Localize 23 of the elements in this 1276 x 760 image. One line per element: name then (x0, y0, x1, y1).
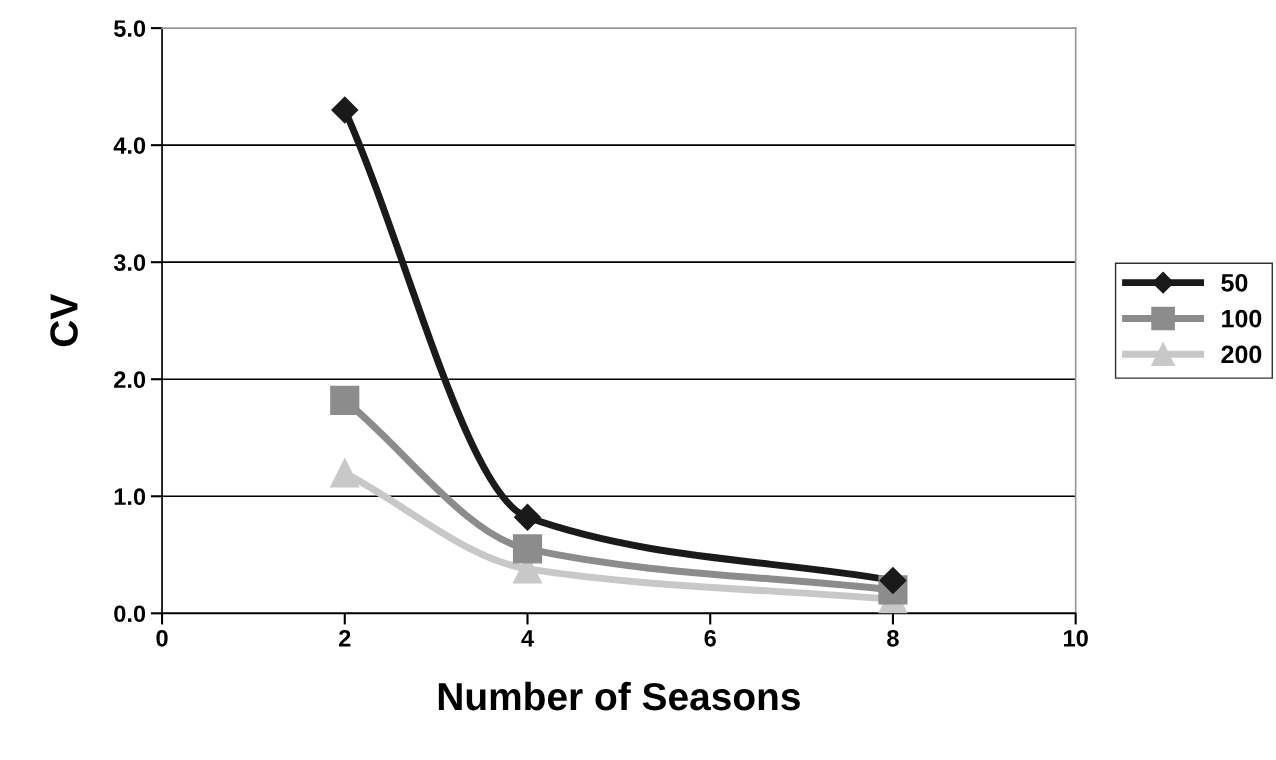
point (330, 385, 360, 415)
x-axis-title: Number of Seasons (438, 681, 800, 711)
y-tick-label: 0.0 (114, 605, 146, 623)
y-tick-label: 4.0 (113, 137, 146, 154)
x-tick-label: 4 (521, 630, 534, 647)
legend-label: 200 (1221, 345, 1262, 364)
y-tick-label: 5.0 (113, 20, 146, 37)
x-tick-label: 0 (156, 629, 168, 647)
y-tick-label: 2.0 (114, 371, 146, 389)
point (330, 458, 360, 488)
x-tick-label: 6 (704, 629, 716, 647)
y-tick-label: 3.0 (113, 254, 146, 272)
x-tick-label: 8 (887, 629, 899, 647)
legend-label: 100 (1222, 309, 1262, 328)
x-tick-label: 2 (339, 629, 351, 647)
point (331, 96, 359, 124)
x-tick-label: 10 (1064, 629, 1088, 647)
legend-label: 50 (1221, 273, 1248, 292)
point (514, 503, 541, 531)
point (512, 534, 543, 564)
y-axis-title: CV (50, 293, 78, 347)
point (879, 567, 907, 595)
y-tick-label: 1.0 (114, 488, 146, 506)
